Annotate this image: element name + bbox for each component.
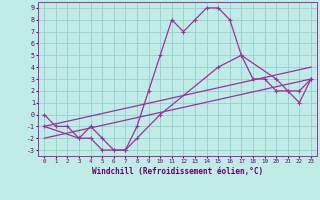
X-axis label: Windchill (Refroidissement éolien,°C): Windchill (Refroidissement éolien,°C) <box>92 167 263 176</box>
